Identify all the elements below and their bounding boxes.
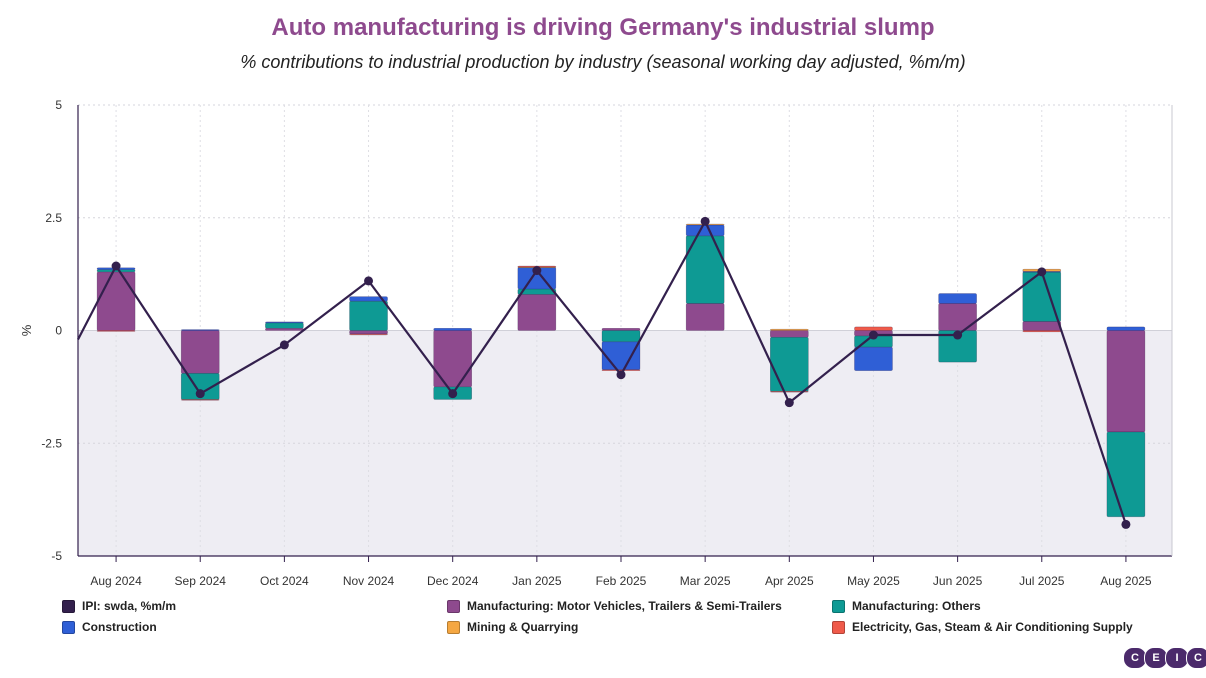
ipi-point-3: [364, 276, 374, 286]
bar-segment-8-4: [770, 391, 809, 393]
ceic-logo: C E I C: [1123, 647, 1206, 669]
bar-segment-5-0: [517, 294, 557, 331]
bar-segment-12-0: [1106, 330, 1146, 433]
ipi-line: [77, 220, 1127, 525]
legend-item-construction[interactable]: Construction: [62, 620, 157, 634]
bar-segment-7-2: [685, 224, 725, 237]
bar-segment-3-4: [349, 333, 388, 336]
bar-segment-0-0: [96, 271, 136, 331]
bar-segment-9-2: [854, 346, 893, 371]
legend-item-motor-vehicles[interactable]: Manufacturing: Motor Vehicles, Trailers …: [447, 599, 782, 613]
x-tick-label: Sep 2024: [175, 574, 227, 588]
ipi-point-0: [111, 261, 121, 271]
logo-letter: C: [1123, 647, 1147, 669]
x-tick-label: Aug 2024: [90, 574, 142, 588]
ipi-point-4: [448, 389, 458, 399]
y-tick-label: 2.5: [45, 211, 62, 225]
ipi-point-9: [868, 330, 878, 340]
legend-item-mining[interactable]: Mining & Quarrying: [447, 620, 578, 634]
legend-item-electricity[interactable]: Electricity, Gas, Steam & Air Conditioni…: [832, 620, 1133, 634]
legend-label-electricity: Electricity, Gas, Steam & Air Conditioni…: [852, 620, 1133, 634]
bar-segment-3-0: [349, 330, 388, 335]
legend-label-motor-vehicles: Manufacturing: Motor Vehicles, Trailers …: [467, 599, 782, 613]
legend-swatch-construction: [62, 620, 75, 634]
bar-segment-4-0: [433, 330, 472, 388]
logo-letter: C: [1186, 647, 1206, 669]
legend-swatch-ipi: [62, 599, 75, 613]
y-axis-label: %: [19, 324, 34, 336]
bar-segment-1-0: [180, 330, 220, 374]
ipi-point-1: [195, 389, 205, 399]
bar-segment-0-4: [96, 330, 136, 332]
bar-segment-10-1: [938, 330, 977, 363]
bar-segment-3-1: [349, 300, 388, 331]
chart-title: Auto manufacturing is driving Germany's …: [271, 14, 935, 41]
bar-segment-10-2: [938, 293, 977, 304]
x-tick-label: Jul 2025: [1019, 574, 1065, 588]
y-tick-label: -5: [51, 549, 62, 563]
bar-segment-11-4: [1022, 330, 1062, 333]
bar-segment-6-1: [601, 330, 641, 343]
chart-subtitle: % contributions to industrial production…: [240, 52, 966, 72]
legend-label-ipi: IPI: swda, %m/m: [82, 599, 177, 613]
x-tick-label: Dec 2024: [427, 574, 479, 588]
x-tick-label: May 2025: [847, 574, 900, 588]
legend-swatch-manufacturing-others: [832, 599, 845, 613]
ipi-point-8: [784, 398, 794, 408]
bar-segment-12-1: [1106, 431, 1146, 518]
bar-segment-1-2: [180, 329, 220, 331]
y-tick-label: -2.5: [41, 436, 62, 450]
x-tick-label: Nov 2024: [343, 574, 395, 588]
x-tick-label: Jun 2025: [933, 574, 983, 588]
bar-segment-12-2: [1106, 326, 1146, 331]
ipi-point-11: [1037, 267, 1047, 277]
y-tick-label: 0: [55, 324, 62, 338]
bar-segment-11-0: [1022, 321, 1062, 331]
x-tick-label: Jan 2025: [512, 574, 562, 588]
legend-swatch-mining: [447, 620, 460, 634]
bar-segment-3-2: [349, 296, 388, 302]
bar-segment-2-2: [265, 321, 304, 324]
legend-label-mining: Mining & Quarrying: [467, 620, 579, 634]
bar-segment-2-0: [265, 327, 304, 331]
x-tick-label: Feb 2025: [596, 574, 647, 588]
bar-segment-6-2: [601, 341, 641, 371]
logo-letter: E: [1144, 647, 1168, 669]
bar-segment-1-4: [180, 399, 220, 401]
ipi-point-6: [616, 370, 626, 380]
legend-label-manufacturing-others: Manufacturing: Others: [852, 599, 981, 613]
legend-item-ipi[interactable]: IPI: swda, %m/m: [62, 599, 176, 613]
legend-swatch-electricity: [832, 620, 845, 634]
x-tick-label: Oct 2024: [260, 574, 309, 588]
ipi-point-7: [700, 216, 710, 226]
x-tick-label: Apr 2025: [765, 574, 814, 588]
ipi-point-5: [532, 266, 542, 276]
bar-segment-2-1: [265, 322, 304, 329]
bar-segment-7-0: [685, 303, 725, 331]
bar-segment-8-0: [770, 330, 809, 338]
bar-segment-6-0: [601, 327, 641, 331]
x-tick-label: Aug 2025: [1100, 574, 1152, 588]
y-tick-label: 5: [55, 98, 62, 112]
legend-swatch-motor-vehicles: [447, 599, 460, 613]
legend-item-manufacturing-others[interactable]: Manufacturing: Others: [832, 599, 981, 613]
bar-segment-10-0: [938, 303, 977, 331]
ipi-point-2: [279, 340, 289, 350]
ipi-point-10: [953, 330, 963, 340]
legend-label-construction: Construction: [82, 620, 157, 634]
x-tick-label: Mar 2025: [680, 574, 731, 588]
ipi-point-12: [1121, 519, 1131, 529]
bar-segment-9-4: [854, 326, 893, 331]
bar-segment-8-3: [770, 328, 809, 331]
bar-segment-4-2: [433, 327, 472, 331]
bar-segment-8-1: [770, 336, 809, 392]
